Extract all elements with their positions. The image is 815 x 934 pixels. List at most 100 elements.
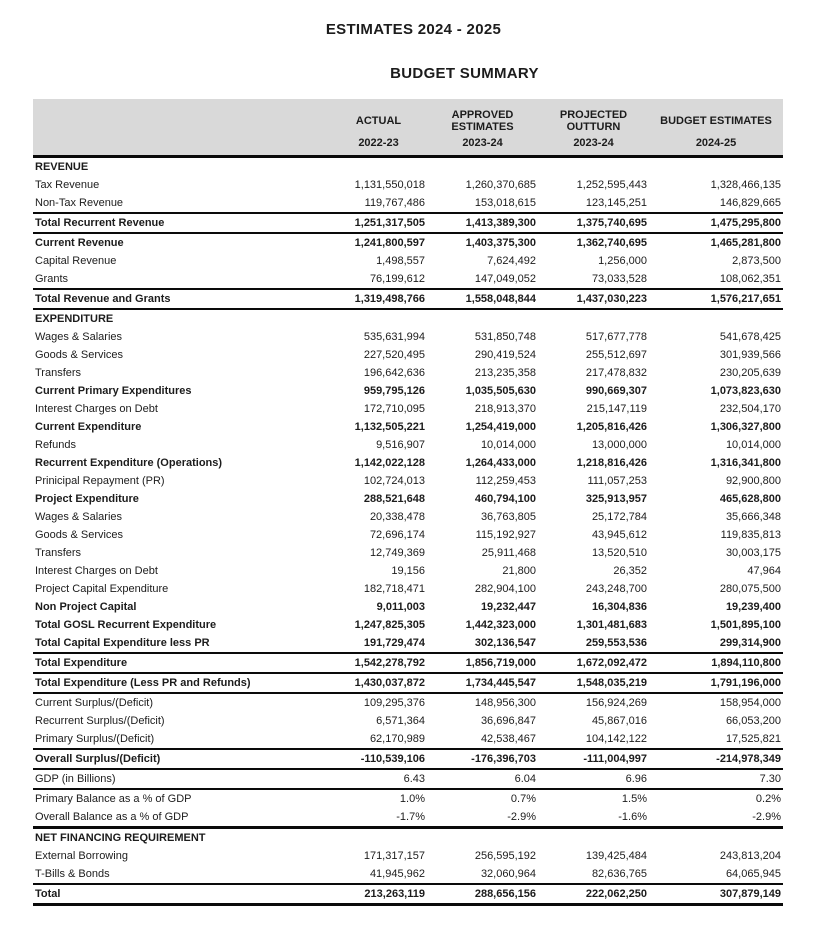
- row-label: Overall Balance as a % of GDP: [33, 808, 330, 829]
- cell-value: 280,075,500: [719, 582, 781, 595]
- cell-value: 119,835,813: [720, 528, 781, 541]
- cell-value: 1,576,217,651: [649, 288, 783, 310]
- cell-value: 6,571,364: [376, 714, 425, 727]
- cell-value: 1,362,740,695: [576, 236, 647, 249]
- row-label: Current Revenue: [35, 236, 124, 249]
- cell-value: 1,542,278,792: [330, 652, 427, 674]
- cell-value: 12,749,369: [369, 546, 425, 559]
- table-row: Total Revenue and Grants 1,319,498,766 1,5…: [33, 288, 783, 310]
- cell-value: 1,442,323,000: [465, 618, 536, 631]
- cell-value: [330, 309, 427, 328]
- cell-value: 535,631,994: [363, 330, 425, 343]
- cell-value: 13,520,510: [591, 546, 647, 559]
- table-row: Total Expenditure 1,542,278,792 1,856,719,…: [33, 652, 783, 674]
- row-label: GDP (in Billions): [33, 769, 330, 790]
- row-label: EXPENDITURE: [35, 312, 114, 325]
- cell-value: 213,235,358: [474, 366, 536, 379]
- cell-value: [427, 157, 538, 177]
- table-row: Capital Revenue 1,498,557 7,624,492 1,256,0…: [33, 252, 783, 270]
- year-header-row: 2022-23 2023-24 2023-24 2024-25: [33, 135, 783, 158]
- cell-value: 213,263,119: [330, 883, 427, 906]
- cell-value: 108,062,351: [719, 272, 781, 285]
- cell-value: 217,478,832: [585, 366, 647, 379]
- cell-value: 102,724,013: [363, 474, 425, 487]
- cell-value: 109,295,376: [363, 696, 425, 709]
- cell-value: 307,879,149: [649, 883, 783, 906]
- cell-value: 92,900,800: [725, 474, 781, 487]
- cell-value: 465,628,800: [719, 492, 781, 505]
- page-title: ESTIMATES 2024 - 2025: [325, 21, 502, 38]
- table-row: Total Capital Expenditure less PR 191,729…: [33, 634, 783, 653]
- table-row: Non-Tax Revenue 119,767,486 153,018,615 123…: [33, 194, 783, 213]
- cell-value: 288,656,156: [427, 883, 538, 906]
- cell-value: 1,498,557: [376, 254, 425, 267]
- column-header-actual: ACTUAL: [330, 99, 427, 135]
- column-header-budget-estimates: BUDGET ESTIMATES: [649, 99, 783, 135]
- cell-value: 1,256,000: [598, 254, 647, 267]
- cell-value: -214,978,349: [649, 748, 783, 770]
- cell-value: 1,328,466,135: [710, 178, 781, 191]
- cell-value: 13,000,000: [591, 438, 647, 451]
- row-label: Recurrent Expenditure (Operations): [35, 456, 223, 469]
- cell-value: 1,894,110,800: [649, 652, 783, 674]
- cell-value: 460,794,100: [474, 492, 536, 505]
- table-row: Goods & Services 227,520,495 290,419,524 25…: [33, 346, 783, 364]
- row-label: Total Expenditure (Less PR and Refunds): [33, 673, 330, 694]
- cell-value: 146,829,665: [719, 196, 781, 209]
- cell-value: -110,539,106: [330, 748, 427, 770]
- cell-value: 35,666,348: [725, 510, 781, 523]
- cell-value: 0.7%: [510, 792, 536, 805]
- cell-value: 1,856,719,000: [427, 652, 538, 674]
- cell-value: 325,913,957: [585, 492, 647, 505]
- table-row: Total GOSL Recurrent Expenditure 1,247,82…: [33, 616, 783, 634]
- row-label: Total Recurrent Revenue: [33, 212, 330, 234]
- cell-value: 172,710,095: [363, 402, 425, 415]
- cell-value: 41,945,962: [369, 867, 425, 880]
- cell-value: 32,060,964: [480, 867, 536, 880]
- cell-value: 1,375,740,695: [538, 212, 649, 234]
- cell-value: 218,913,370: [474, 402, 536, 415]
- cell-value: 288,521,648: [363, 492, 425, 505]
- title-block: ESTIMATES 2024 - 2025 BUDGET SUMMARY: [0, 21, 815, 82]
- cell-value: 990,669,307: [585, 384, 647, 397]
- cell-value: 111,057,253: [587, 474, 647, 487]
- cell-value: 1,306,327,800: [710, 420, 781, 433]
- row-label: Transfers: [35, 546, 82, 559]
- cell-value: 62,170,989: [369, 732, 425, 745]
- year-header-2023-24-projected: 2023-24: [538, 135, 649, 158]
- cell-value: -2.9%: [427, 808, 538, 829]
- cell-value: [427, 828, 538, 848]
- column-header-row: ACTUAL APPROVED ESTIMATES PROJECTED OUTT…: [33, 99, 783, 135]
- cell-value: 1,734,445,547: [427, 673, 538, 694]
- cell-value: 42,538,467: [480, 732, 536, 745]
- year-header-2023-24-approved: 2023-24: [427, 135, 538, 158]
- cell-value: 25,911,468: [481, 546, 536, 559]
- cell-value: 1,465,281,800: [710, 236, 781, 249]
- cell-value: 1,501,895,100: [710, 618, 781, 631]
- section-row: NET FINANCING REQUIREMENT: [33, 828, 783, 848]
- cell-value: 1,413,389,300: [427, 212, 538, 234]
- cell-value: 1,073,823,630: [710, 384, 781, 397]
- cell-value: 299,314,900: [719, 636, 781, 649]
- row-label: External Borrowing: [35, 849, 128, 862]
- cell-value: [427, 309, 538, 328]
- cell-value: [538, 828, 649, 848]
- cell-value: 541,678,425: [719, 330, 781, 343]
- row-label: Tax Revenue: [35, 178, 100, 191]
- table-row: Current Primary Expenditures 959,795,126 1…: [33, 382, 783, 400]
- budget-table: ACTUAL APPROVED ESTIMATES PROJECTED OUTT…: [33, 99, 783, 906]
- row-label: Transfers: [35, 366, 82, 379]
- cell-value: 1,218,816,426: [576, 456, 647, 469]
- row-label: Total Capital Expenditure less PR: [35, 636, 210, 649]
- table-row: Current Revenue 1,241,800,597 1,403,375,30…: [33, 233, 783, 252]
- cell-value: -176,396,703: [427, 748, 538, 770]
- cell-value: 1,548,035,219: [538, 673, 649, 694]
- cell-value: 182,718,471: [363, 582, 425, 595]
- cell-value: 1,437,030,223: [538, 288, 649, 310]
- table-row: Primary Balance as a % of GDP 1.0% 0.7% 1.5…: [33, 789, 783, 808]
- table-row: Current Expenditure 1,132,505,221 1,254,41…: [33, 418, 783, 436]
- row-label: Prinicipal Repayment (PR): [35, 474, 165, 487]
- cell-value: 1,301,481,683: [576, 618, 647, 631]
- cell-value: 73,033,528: [591, 272, 647, 285]
- cell-value: 1,672,092,472: [538, 652, 649, 674]
